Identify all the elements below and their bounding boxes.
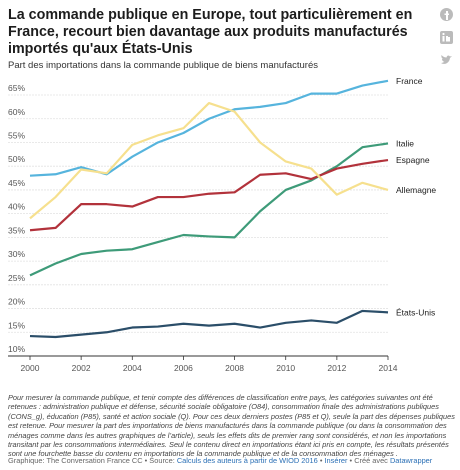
x-tick-label: 2002: [72, 363, 91, 373]
y-tick-label: 45%: [8, 178, 25, 188]
y-tick-label: 20%: [8, 297, 25, 307]
series-label: Espagne: [396, 155, 430, 165]
series-line: [29, 142, 389, 277]
x-tick-label: 2004: [123, 363, 142, 373]
x-tick-label: 2000: [21, 363, 40, 373]
notes: Pour mesurer la commande publique, et te…: [8, 393, 455, 459]
y-tick-label: 15%: [8, 320, 25, 330]
series-label: États-Unis: [396, 307, 435, 317]
share-icons: [440, 8, 454, 76]
title: La commande publique en Europe, tout par…: [8, 7, 413, 57]
series-line: [29, 158, 389, 232]
x-tick-label: 2012: [327, 363, 346, 373]
y-tick-label: 40%: [8, 202, 25, 212]
credit-embed[interactable]: Insérer: [324, 456, 348, 465]
series-label: Allemagne: [396, 185, 436, 195]
credit-source[interactable]: Calculs des auteurs à partir de WIOD 201…: [176, 456, 318, 465]
x-tick-label: 2014: [379, 363, 398, 373]
series-line: [29, 79, 389, 177]
twitter-icon[interactable]: [440, 54, 453, 66]
y-tick-label: 35%: [8, 225, 25, 235]
x-tick-label: 2008: [225, 363, 244, 373]
y-tick-label: 10%: [8, 344, 25, 354]
series-label: France: [396, 76, 423, 86]
credit-sep: •: [319, 456, 323, 465]
subtitle: Part des importations dans la commande p…: [8, 60, 318, 71]
chart: 10% 15% 20% 25% 30% 35% 40% 45% 50% 55% 60% 65% 2000…: [8, 76, 436, 373]
linkedin-icon[interactable]: [440, 31, 453, 44]
facebook-icon[interactable]: [440, 8, 453, 21]
x-tick-label: 2006: [174, 363, 193, 373]
x-tick-label: 2010: [276, 363, 295, 373]
credit-tool[interactable]: Datawrapper: [389, 456, 433, 465]
series-line: [29, 101, 389, 220]
y-tick-label: 30%: [8, 249, 25, 259]
y-tick-label: 55%: [8, 130, 25, 140]
credits: Graphique: The Conversation France CC • …: [8, 456, 432, 465]
series-line: [29, 309, 389, 339]
series-label: Italie: [396, 138, 414, 148]
credit-created: • Créé avec: [349, 456, 388, 465]
y-tick-label: 65%: [8, 83, 25, 93]
y-tick-label: 60%: [8, 107, 25, 117]
y-tick-label: 25%: [8, 273, 25, 283]
y-tick-label: 50%: [8, 154, 25, 164]
credit-graphic: Graphique: The Conversation France CC • …: [8, 456, 175, 465]
